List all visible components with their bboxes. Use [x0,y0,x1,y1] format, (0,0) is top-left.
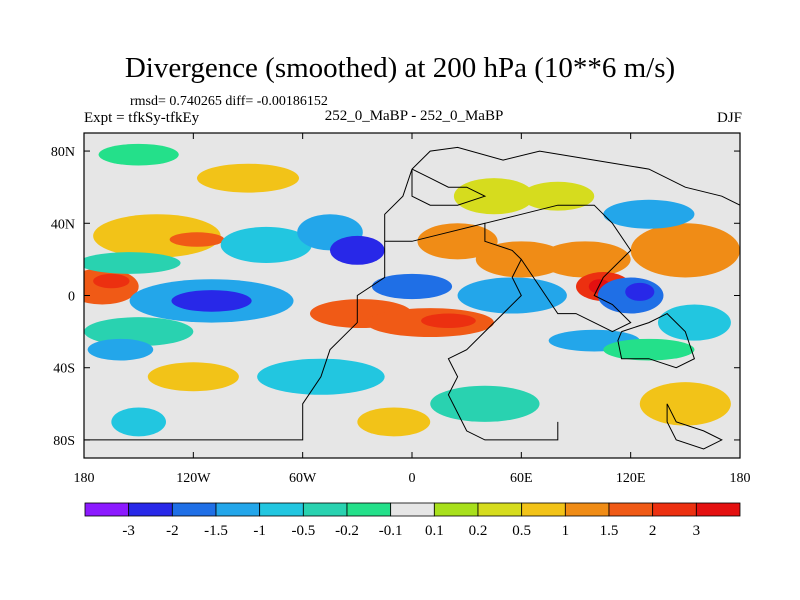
colorbar-box-11 [564,502,610,517]
contour-region-29 [658,304,731,341]
chart-title: Divergence (smoothed) at 200 hPa (10**6 … [124,52,676,84]
colorbar-box-1 [128,502,173,517]
contour-region-27 [625,282,655,301]
colorbar-label-4: -0.5 [291,523,315,539]
contour-region-38 [603,338,695,361]
contour-region-4 [84,252,181,274]
contour-region-34 [357,407,431,437]
colorbar-box-13 [652,502,697,517]
contour-region-32 [430,385,540,422]
contour-region-9 [196,163,300,193]
colorbar-label-7: 0.1 [425,523,444,539]
axis-ticks: 180 120W 60W 0 60E 120E 180 80N 40N 0 40S 80S [51,133,751,486]
colorbar-box-2 [171,502,217,517]
x-tick-label-3: 0 [409,471,416,486]
colorbar: -3 -2 -1.5 -1 -0.5 -0.2 -0.1 0.1 0.2 0.5 1 1.5 2 3 [84,502,741,539]
coastline-0 [84,146,740,441]
contour-region-16 [421,313,476,328]
colorbar-box-9 [477,502,523,517]
colorbar-label-6: -0.1 [379,523,403,539]
y-tick-label-4: 80S [53,434,75,449]
coastline-2 [484,204,632,333]
x-tick-label-1: 120W [176,471,211,486]
colorbar-box-7 [390,502,435,517]
y-tick-label-2: 0 [68,290,75,305]
contour-region-6 [171,290,252,312]
contour-region-13 [330,235,385,265]
contour-region-22 [457,277,567,314]
contour-region-33 [639,382,731,426]
contour-region-11 [220,226,312,263]
colorbar-box-5 [302,502,348,517]
colorbar-label-3: -1 [253,523,266,539]
coastline-5 [666,403,723,450]
case-label: 252_0_MaBP - 252_0_MaBP [324,108,504,124]
coastline-3 [617,312,696,369]
experiment-label: Expt = tfkSy-tfkEy [84,110,200,126]
x-tick-label-2: 60W [289,471,317,486]
colorbar-label-13: 3 [693,523,701,539]
contour-region-7 [84,317,194,347]
contour-region-35 [111,407,166,437]
colorbar-label-0: -3 [122,523,135,539]
continent-outlines [84,146,740,450]
coastline-4 [411,168,487,206]
colorbar-label-2: -1.5 [204,523,228,539]
colorbar-box-12 [608,502,654,517]
contour-region-31 [147,362,239,392]
y-tick-label-0: 80N [51,145,75,160]
coastline-1 [384,222,559,441]
contour-region-10 [98,143,179,166]
y-tick-label-3: 40S [53,362,75,377]
contour-region-18 [417,223,498,260]
colorbar-box-0 [84,502,130,517]
contour-region-28 [630,223,740,278]
colorbar-label-11: 1.5 [600,523,619,539]
y-tick-label-1: 40N [51,217,75,232]
contour-region-19 [453,178,535,215]
colorbar-box-8 [433,502,479,517]
colorbar-label-1: -2 [166,523,179,539]
contour-region-1 [93,273,130,289]
colorbar-box-14 [695,502,741,517]
season-label: DJF [716,110,742,126]
contour-region-17 [371,273,453,300]
colorbar-label-8: 0.2 [469,523,488,539]
x-tick-label-4: 60E [510,471,533,486]
contour-region-2 [93,214,221,258]
colorbar-box-4 [259,502,304,517]
contour-region-20 [521,181,595,211]
colorbar-label-10: 1 [562,523,570,539]
contour-region-8 [87,338,154,361]
stats-label: rmsd= 0.740265 diff= -0.00186152 [130,94,328,109]
contour-fills [84,143,740,437]
contour-region-36 [603,199,695,229]
colorbar-label-12: 2 [649,523,657,539]
colorbar-box-6 [346,502,392,517]
x-tick-label-6: 180 [730,471,751,486]
colorbar-label-5: -0.2 [335,523,359,539]
contour-region-23 [539,241,631,278]
x-tick-label-0: 180 [74,471,95,486]
colorbar-label-9: 0.5 [512,523,531,539]
colorbar-box-10 [521,502,566,517]
x-tick-label-5: 120E [616,471,646,486]
contour-region-3 [169,232,225,247]
colorbar-box-3 [215,502,261,517]
